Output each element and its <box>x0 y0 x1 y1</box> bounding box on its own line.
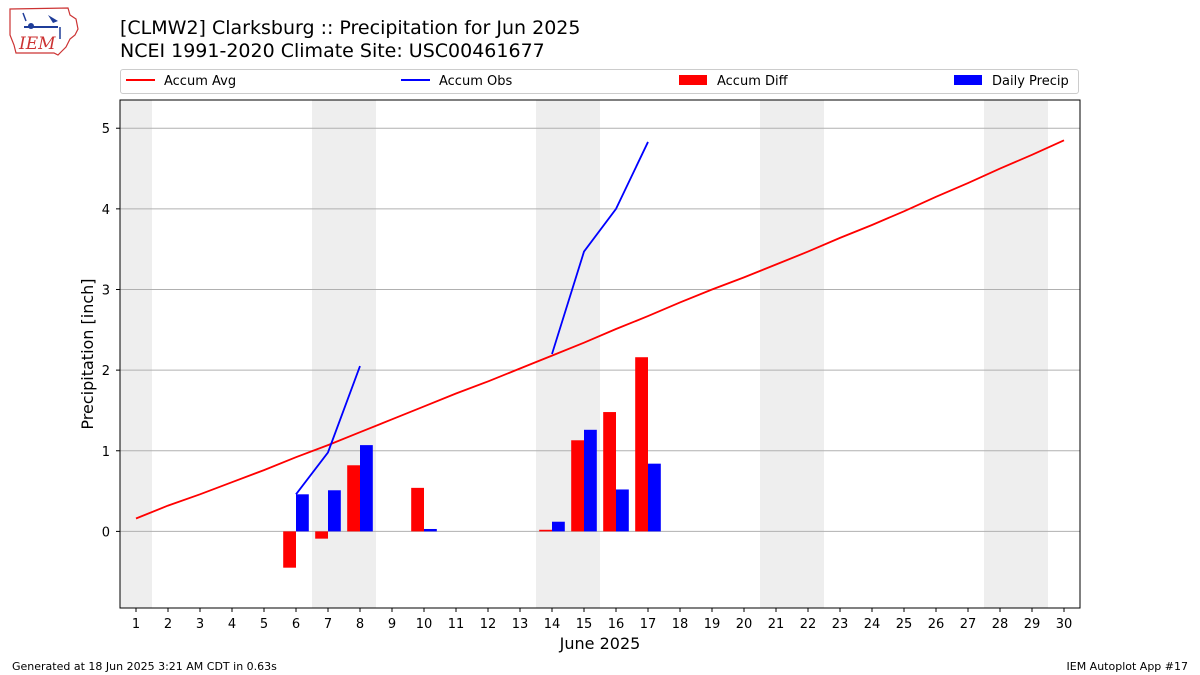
legend-item-accum-obs: Accum Obs <box>401 74 512 90</box>
chart-title: [CLMW2] Clarksburg :: Precipitation for … <box>120 17 581 39</box>
accum-diff-bar <box>411 487 424 532</box>
weekend-shade <box>984 100 1016 608</box>
daily-precip-bar <box>648 463 661 532</box>
x-tick-label: 23 <box>832 617 849 632</box>
daily-precip-bar <box>328 490 341 532</box>
x-tick-label: 13 <box>512 617 529 632</box>
y-tick-label: 2 <box>102 364 110 379</box>
x-tick-label: 28 <box>992 617 1009 632</box>
x-tick-label: 17 <box>640 617 657 632</box>
app-credit: IEM Autoplot App #17 <box>1066 660 1189 673</box>
accum-diff-bar <box>539 529 552 532</box>
plot-frame <box>119 99 1081 609</box>
y-tick-label: 1 <box>102 445 110 460</box>
weekend-shade <box>120 100 152 608</box>
iem-logo: IEM <box>6 5 82 59</box>
daily-precip-bar <box>296 494 309 532</box>
y-axis-label: Precipitation [inch] <box>78 278 97 429</box>
accum-avg-line <box>135 139 1065 520</box>
accum-diff-bar <box>571 440 584 532</box>
accum-diff-bar <box>635 357 648 532</box>
x-tick-label: 3 <box>196 617 204 632</box>
x-tick-label: 18 <box>672 617 689 632</box>
legend-swatch-accum-avg <box>126 78 155 81</box>
x-tick-label: 26 <box>928 617 945 632</box>
x-tick-label: 20 <box>736 617 753 632</box>
accum-diff-bar <box>347 465 360 532</box>
svg-text:IEM: IEM <box>18 34 56 54</box>
x-tick-label: 30 <box>1056 617 1073 632</box>
x-tick-label: 6 <box>292 617 300 632</box>
accum-obs-line <box>295 365 361 495</box>
legend-swatch-accum-diff <box>679 74 707 85</box>
y-tick-label: 5 <box>102 122 110 137</box>
daily-precip-bar <box>584 429 597 532</box>
x-tick-label: 8 <box>356 617 364 632</box>
x-tick-label: 19 <box>704 617 721 632</box>
x-tick-label: 9 <box>388 617 396 632</box>
x-tick-label: 1 <box>132 617 140 632</box>
x-tick-label: 12 <box>480 617 497 632</box>
weekend-shade <box>792 100 824 608</box>
x-tick-label: 22 <box>800 617 817 632</box>
x-tick-label: 15 <box>576 617 593 632</box>
legend-label-accum-obs: Accum Obs <box>439 74 513 89</box>
x-tick-label: 7 <box>324 617 332 632</box>
daily-precip-bar <box>360 445 373 532</box>
x-tick-label: 2 <box>164 617 172 632</box>
chart-subtitle: NCEI 1991-2020 Climate Site: USC00461677 <box>120 40 545 62</box>
x-tick-label: 14 <box>544 617 561 632</box>
accum-diff-bar <box>603 412 616 532</box>
generated-timestamp: Generated at 18 Jun 2025 3:21 AM CDT in … <box>12 660 277 673</box>
x-axis-label: June 2025 <box>559 634 641 653</box>
daily-precip-bar <box>552 521 565 532</box>
legend-item-accum-avg: Accum Avg <box>126 74 236 90</box>
legend-swatch-daily-precip <box>954 74 982 85</box>
y-tick-label: 3 <box>102 283 110 298</box>
chart-legend: Accum Avg Accum Obs Accum Diff Daily Pre… <box>120 69 1079 94</box>
x-tick-label: 27 <box>960 617 977 632</box>
daily-precip-bar <box>424 528 437 532</box>
legend-label-accum-diff: Accum Diff <box>717 74 788 89</box>
y-tick-label: 0 <box>102 525 110 540</box>
accum-obs-line <box>551 141 649 355</box>
accum-diff-bar <box>283 531 296 568</box>
weekend-shade <box>1016 100 1048 608</box>
legend-item-accum-diff: Accum Diff <box>679 74 788 90</box>
legend-label-accum-avg: Accum Avg <box>164 74 237 89</box>
x-tick-label: 5 <box>260 617 268 632</box>
x-tick-label: 10 <box>416 617 433 632</box>
x-tick-label: 16 <box>608 617 625 632</box>
x-tick-label: 25 <box>896 617 913 632</box>
x-tick-label: 21 <box>768 617 785 632</box>
y-tick-label: 4 <box>102 203 110 218</box>
x-tick-label: 24 <box>864 617 881 632</box>
x-tick-label: 4 <box>228 617 236 632</box>
legend-label-daily-precip: Daily Precip <box>992 74 1069 89</box>
x-tick-label: 29 <box>1024 617 1041 632</box>
weekend-shade <box>760 100 792 608</box>
accum-diff-bar <box>315 531 328 539</box>
legend-item-daily-precip: Daily Precip <box>954 74 1069 90</box>
daily-precip-bar <box>616 489 629 532</box>
x-tick-label: 11 <box>448 617 465 632</box>
legend-swatch-accum-obs <box>401 78 430 81</box>
